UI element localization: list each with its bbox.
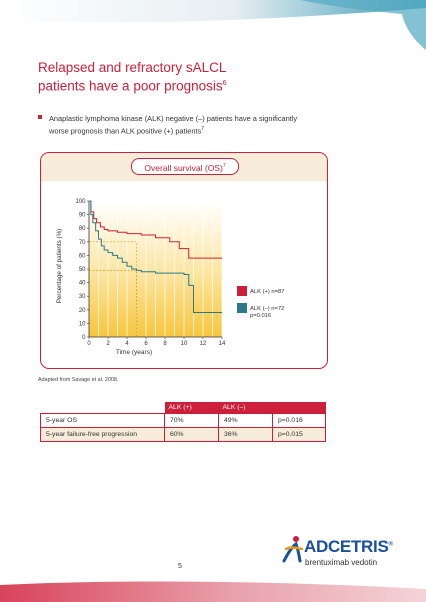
table-cell: 5-year OS <box>40 413 165 428</box>
x-tick-label: 10 <box>181 341 188 347</box>
y-tick-label: 20 <box>79 308 86 314</box>
legend-label: ALK (+) n=87 <box>250 289 284 295</box>
header-wave-decoration <box>0 0 426 50</box>
legend-swatch <box>237 286 247 296</box>
logo-brand: ADCETRIS® <box>304 537 393 556</box>
bullet-line2: worse prognosis than ALK positive (+) pa… <box>49 126 204 136</box>
table-header-cell: ALK (–) <box>218 402 273 414</box>
y-tick-label: 30 <box>79 294 86 300</box>
p-value-annotation: p=0.016 <box>250 313 271 319</box>
y-tick-label: 90 <box>79 213 86 219</box>
table-header-cell: ALK (+) <box>164 402 219 414</box>
logo-subtitle: brentuximab vedotin <box>305 558 378 567</box>
x-tick-label: 14 <box>219 341 226 347</box>
y-tick-label: 70 <box>79 240 86 246</box>
series-line <box>89 200 222 314</box>
x-tick-label: 8 <box>163 341 167 347</box>
table-header-cell <box>40 402 165 414</box>
table-cell: p=0.016 <box>272 413 326 428</box>
chart-title: Overall survival (OS)7 <box>131 158 239 175</box>
table-cell: 60% <box>164 427 219 442</box>
chart-title-reference: 7 <box>222 163 226 169</box>
source-note: Adapted from Savage et al. 2008. <box>38 377 119 383</box>
page-title-line1: Relapsed and refractory sALCL <box>38 60 227 75</box>
x-tick-label: 2 <box>106 341 110 347</box>
adcetris-logo: ADCETRIS® brentuximab vedotin <box>282 532 408 572</box>
series-line <box>89 200 222 259</box>
bullet-marker <box>38 115 42 119</box>
page-title: Relapsed and refractory sALCL patients h… <box>38 60 368 95</box>
table-header-row: ALK (+) ALK (–) <box>40 402 326 414</box>
y-tick-label: 60 <box>79 253 86 259</box>
y-tick-label: 100 <box>75 199 86 205</box>
table-cell: 49% <box>218 413 273 428</box>
table-cell: 70% <box>164 413 219 428</box>
table-cell: p=0.015 <box>272 427 326 442</box>
legend-swatch <box>237 303 247 313</box>
table-header-cell <box>272 402 326 414</box>
chart-plot: 0 10 20 30 40 50 60 70 80 90 100 0 2 4 6 8 10 12 14 ALK (+… <box>56 199 284 356</box>
legend-label: ALK (–) n=72 <box>250 306 284 312</box>
y-axis-label: Percentage of patients (%) <box>56 229 63 304</box>
y-tick-label: 50 <box>79 267 86 273</box>
bullet-line1: Anaplastic lymphoma kinase (ALK) negativ… <box>49 114 298 123</box>
survival-chart: Overall survival (OS)7 0 10 20 30 40 50 60 70 80… <box>40 152 328 369</box>
y-tick-label: 10 <box>79 321 86 327</box>
reference-line <box>89 241 137 337</box>
page-number: 5 <box>178 563 182 570</box>
logo-figure-icon <box>282 536 304 563</box>
page-title-line2: patients have a poor prognosis6 <box>38 78 227 94</box>
logo-trademark: ® <box>388 541 393 548</box>
table-row: 5-year OS 70% 49% p=0.016 <box>40 413 326 428</box>
bullet-reference: 7 <box>201 126 204 132</box>
x-axis-label: Time (years) <box>116 349 152 356</box>
footer-band-decoration <box>0 581 426 602</box>
x-tick-label: 4 <box>125 341 129 347</box>
table-row: 5-year failure-free progression 60% 36% … <box>40 427 326 442</box>
table-cell: 5-year failure-free progression <box>40 427 165 442</box>
x-tick-label: 6 <box>144 341 148 347</box>
y-tick-label: 80 <box>79 226 86 232</box>
y-tick-label: 0 <box>82 335 86 341</box>
outcomes-table: ALK (+) ALK (–) 5-year OS 70% 49% p=0.01… <box>40 402 326 442</box>
y-tick-label: 40 <box>79 281 86 287</box>
x-tick-label: 0 <box>87 341 91 347</box>
x-tick-label: 12 <box>200 341 207 347</box>
bullet-point: Anaplastic lymphoma kinase (ALK) negativ… <box>38 114 358 136</box>
title-reference: 6 <box>222 80 227 87</box>
table-cell: 36% <box>218 427 273 442</box>
